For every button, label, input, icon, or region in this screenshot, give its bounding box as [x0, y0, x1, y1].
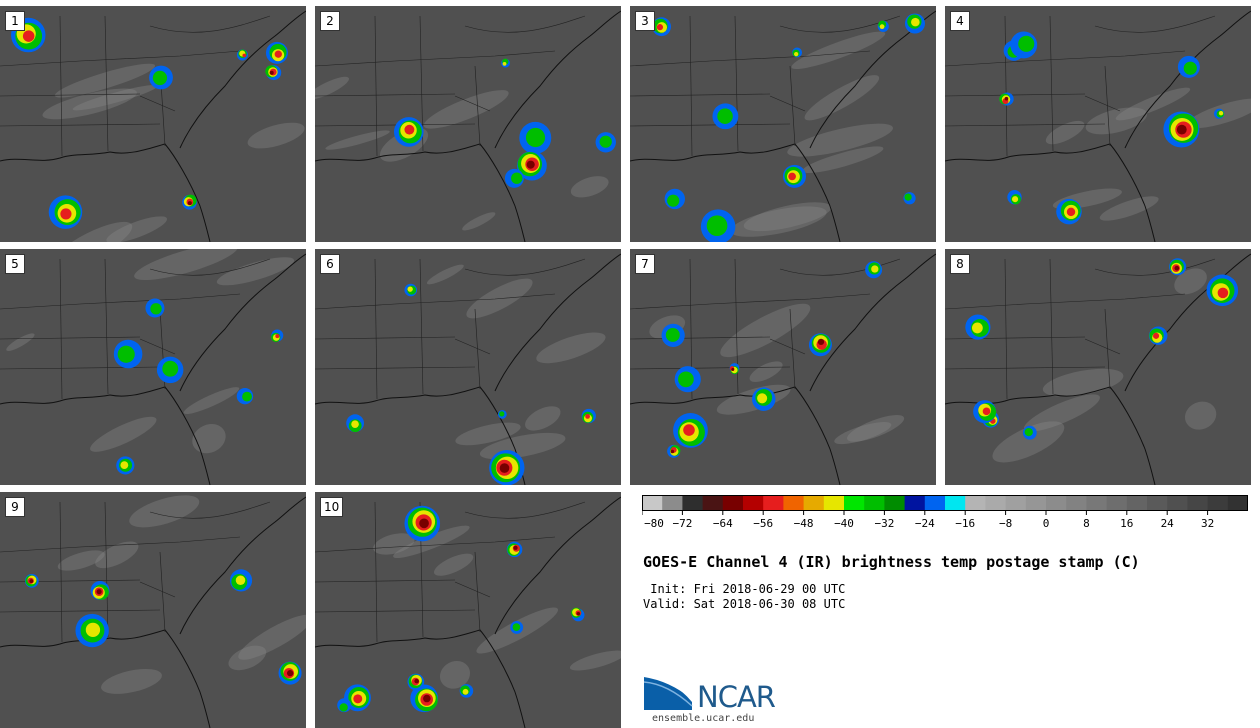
postage-stamp-panel: 4 — [945, 6, 1251, 242]
colorbar-swatch — [1086, 495, 1108, 511]
postage-stamp-panel: 1 — [0, 6, 306, 242]
postage-stamp-panel: 7 — [630, 249, 936, 485]
colorbar-swatch — [924, 495, 946, 511]
panel-number: 2 — [320, 11, 340, 31]
ir-map — [0, 249, 306, 485]
colorbar-swatch — [823, 495, 845, 511]
colorbar-tick-label: −80 — [644, 517, 664, 530]
colorbar-swatch — [1167, 495, 1188, 511]
init-time: Init: Fri 2018-06-29 00 UTC — [643, 582, 846, 596]
colorbar-tick-label: 8 — [1083, 517, 1090, 530]
ir-map — [0, 6, 306, 242]
panel-number: 1 — [5, 11, 25, 31]
colorbar-tick-label: −48 — [794, 517, 814, 530]
postage-stamp-panel: 10 — [315, 492, 621, 728]
colorbar-swatch — [763, 495, 784, 511]
ir-map — [315, 492, 621, 728]
postage-stamp-panel: 8 — [945, 249, 1251, 485]
figure-title: GOES-E Channel 4 (IR) brightness temp po… — [643, 553, 1140, 571]
colorbar-swatch — [743, 495, 764, 511]
postage-stamp-panel: 5 — [0, 249, 306, 485]
colorbar-tick-label: −24 — [915, 517, 935, 530]
colorbar-swatch — [803, 495, 825, 511]
panel-number: 6 — [320, 254, 340, 274]
colorbar-swatch — [904, 495, 926, 511]
colorbar-swatch — [642, 495, 663, 511]
colorbar-swatch — [783, 495, 805, 511]
colorbar-tick-label: −8 — [999, 517, 1012, 530]
colorbar-swatch — [1106, 495, 1128, 511]
colorbar-tick-label: −40 — [834, 517, 854, 530]
postage-stamp-panel: 2 — [315, 6, 621, 242]
colorbar-tick-label: −72 — [672, 517, 692, 530]
ir-map — [0, 492, 306, 728]
colorbar-swatch — [1046, 495, 1067, 511]
panel-number: 10 — [320, 497, 344, 517]
postage-stamp-panel: 6 — [315, 249, 621, 485]
colorbar-swatch — [1147, 495, 1168, 511]
colorbar: −80 −72 −64 −56 −48 −40 −32 −24 −16 −8 0 8 16 24 32 — [642, 495, 1248, 530]
colorbar-swatch — [1066, 495, 1087, 511]
ir-map — [315, 249, 621, 485]
panel-number: 7 — [635, 254, 655, 274]
ncar-logo-text: NCAR — [697, 680, 776, 714]
ir-map — [315, 6, 621, 242]
colorbar-tick-label: −56 — [753, 517, 773, 530]
colorbar-swatch — [945, 495, 966, 511]
colorbar-swatch — [1126, 495, 1148, 511]
colorbar-swatch — [722, 495, 744, 511]
panel-number: 8 — [950, 254, 970, 274]
colorbar-swatch — [965, 495, 986, 511]
colorbar-tick-label: 0 — [1043, 517, 1050, 530]
colorbar-swatch — [702, 495, 724, 511]
colorbar-swatch — [1227, 495, 1248, 511]
postage-stamp-panel: 3 — [630, 6, 936, 242]
panel-number: 9 — [5, 497, 25, 517]
panel-number: 4 — [950, 11, 970, 31]
panel-number: 5 — [5, 254, 25, 274]
postage-stamp-panel: 9 — [0, 492, 306, 728]
colorbar-tick-label: −16 — [955, 517, 975, 530]
colorbar-swatch — [985, 495, 1007, 511]
colorbar-swatch — [1207, 495, 1229, 511]
colorbar-swatch — [1187, 495, 1209, 511]
colorbar-tick-label: 24 — [1161, 517, 1175, 530]
colorbar-swatch — [1025, 495, 1047, 511]
colorbar-swatch — [864, 495, 885, 511]
colorbar-tick-label: 16 — [1120, 517, 1133, 530]
ir-map — [630, 249, 936, 485]
colorbar-swatch — [884, 495, 906, 511]
colorbar-swatch — [682, 495, 704, 511]
colorbar-swatch — [1005, 495, 1027, 511]
valid-time: Valid: Sat 2018-06-30 08 UTC — [643, 597, 846, 611]
colorbar-swatch — [662, 495, 683, 511]
colorbar-tick-label: 32 — [1201, 517, 1214, 530]
panel-number: 3 — [635, 11, 655, 31]
colorbar-tick-label: −64 — [713, 517, 733, 530]
ir-map — [945, 6, 1251, 242]
colorbar-tick-label: −32 — [874, 517, 894, 530]
ir-map — [945, 249, 1251, 485]
ncar-logo-icon — [643, 675, 693, 710]
colorbar-swatch — [844, 495, 865, 511]
site-url: ensemble.ucar.edu — [652, 713, 755, 724]
ir-map — [630, 6, 936, 242]
